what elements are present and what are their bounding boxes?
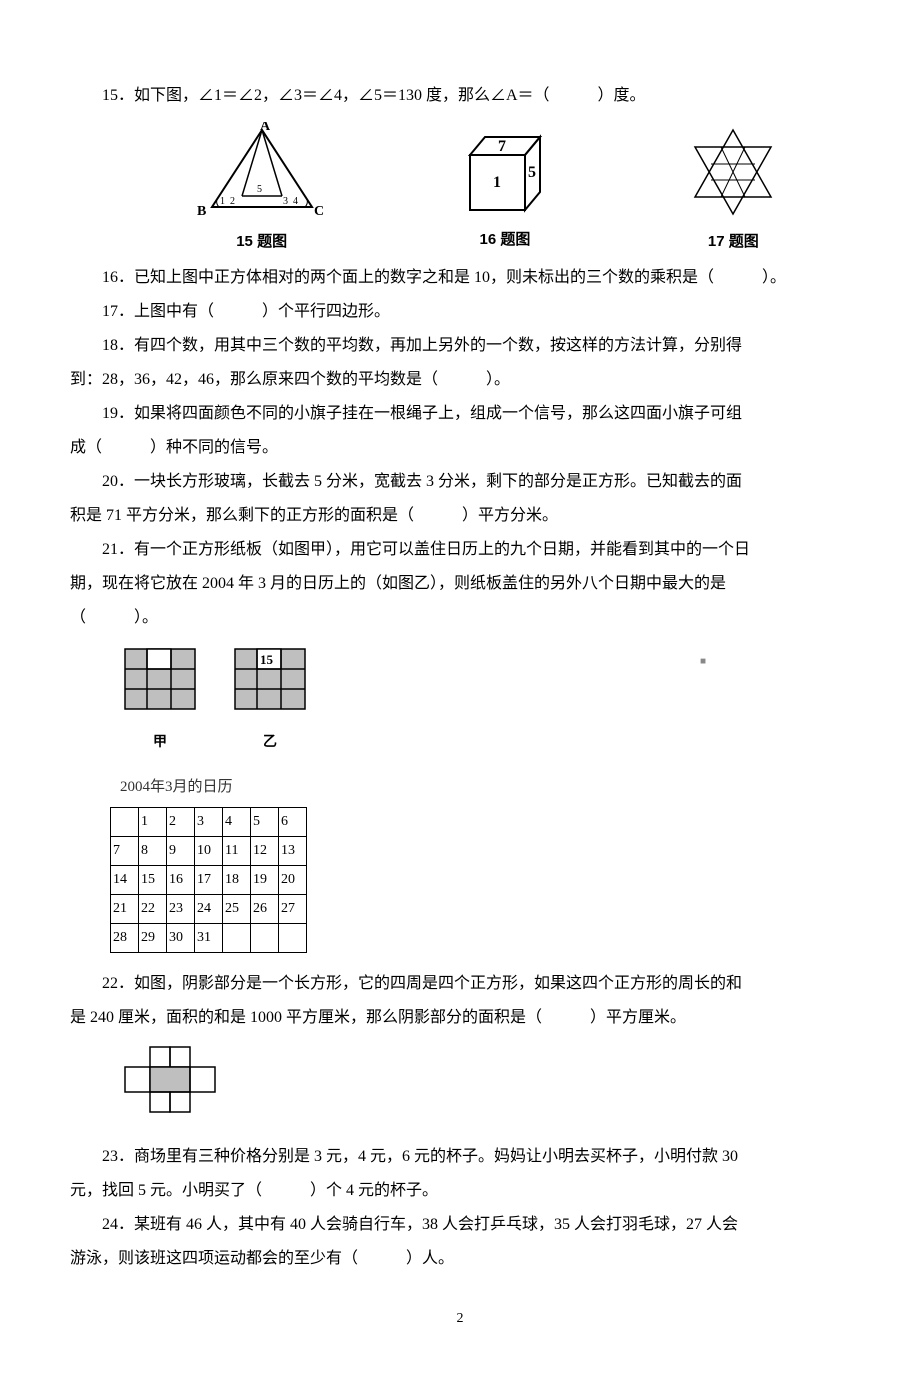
cross-rect-icon bbox=[120, 1044, 220, 1119]
caption-16: 16 题图 bbox=[480, 225, 531, 255]
question-23-l2: 元，找回 5 元。小明买了（ ）个 4 元的杯子。 bbox=[70, 1175, 850, 1207]
question-19-l2: 成（ ）种不同的信号。 bbox=[70, 432, 850, 464]
question-20-l1: 20．一块长方形玻璃，长截去 5 分米，宽截去 3 分米，剩下的部分是正方形。已… bbox=[70, 466, 850, 498]
question-15: 15．如下图，∠1＝∠2，∠3＝∠4，∠5＝130 度，那么∠A＝（ ）度。 bbox=[70, 80, 850, 112]
figures-row: A B C 1 2 5 3 4 15 题图 7 1 5 16 题图 bbox=[70, 122, 850, 257]
table-row: 28293031 bbox=[111, 924, 307, 953]
question-18-l1: 18．有四个数，用其中三个数的平均数，再加上另外的一个数，按这样的方法计算，分别… bbox=[70, 330, 850, 362]
question-20-l2: 积是 71 平方分米，那么剩下的正方形的面积是（ ）平方分米。 bbox=[70, 500, 850, 532]
svg-text:7: 7 bbox=[498, 138, 506, 155]
grid-jia-label: 甲 bbox=[120, 729, 200, 757]
table-row: 14151617181920 bbox=[111, 866, 307, 895]
table-row: 123456 bbox=[111, 808, 307, 837]
svg-text:3: 3 bbox=[283, 196, 288, 207]
q21-grids: 甲 15 乙 ■ bbox=[120, 644, 850, 757]
question-21-l1: 21．有一个正方形纸板（如图甲），用它可以盖住日历上的九个日期，并能看到其中的一… bbox=[70, 534, 850, 566]
grid-jia-icon bbox=[120, 644, 200, 714]
svg-text:1: 1 bbox=[493, 174, 501, 191]
page-number: 2 bbox=[70, 1305, 850, 1333]
figure-15: A B C 1 2 5 3 4 15 题图 bbox=[197, 122, 327, 257]
question-21-l2: 期，现在将它放在 2004 年 3 月的日历上的（如图乙），则纸板盖住的另外八个… bbox=[70, 568, 850, 600]
svg-text:2: 2 bbox=[230, 196, 235, 207]
question-22-l1: 22．如图，阴影部分是一个长方形，它的四周是四个正方形，如果这四个正方形的周长的… bbox=[70, 968, 850, 1000]
calendar-title: 2004年3月的日历 bbox=[120, 772, 850, 802]
svg-text:B: B bbox=[197, 204, 206, 219]
svg-text:1: 1 bbox=[220, 196, 225, 207]
grid-jia: 甲 bbox=[120, 644, 200, 757]
figure-17: 17 题图 bbox=[683, 122, 783, 257]
svg-text:15: 15 bbox=[260, 652, 274, 667]
question-24-l1: 24．某班有 46 人，其中有 40 人会骑自行车，38 人会打乒乓球，35 人… bbox=[70, 1209, 850, 1241]
grid-yi-icon: 15 bbox=[230, 644, 310, 714]
question-22-l2: 是 240 厘米，面积的和是 1000 平方厘米，那么阴影部分的面积是（ ）平方… bbox=[70, 1002, 850, 1034]
caption-15: 15 题图 bbox=[236, 227, 287, 257]
grid-yi: 15 乙 bbox=[230, 644, 310, 757]
grid-yi-label: 乙 bbox=[230, 729, 310, 757]
question-21-l3: （ ）。 bbox=[70, 602, 850, 634]
table-row: 78910111213 bbox=[111, 837, 307, 866]
svg-text:C: C bbox=[314, 204, 324, 219]
svg-text:5: 5 bbox=[257, 184, 262, 195]
question-24-l2: 游泳，则该班这四项运动都会的至少有（ ）人。 bbox=[70, 1243, 850, 1275]
question-16: 16．已知上图中正方体相对的两个面上的数字之和是 10，则未标出的三个数的乘积是… bbox=[70, 262, 850, 294]
calendar-table: 123456 78910111213 14151617181920 212223… bbox=[110, 807, 307, 953]
question-17: 17．上图中有（ ）个平行四边形。 bbox=[70, 296, 850, 328]
cube-icon: 7 1 5 bbox=[460, 125, 550, 220]
marker-dot: ■ bbox=[700, 656, 706, 667]
caption-17: 17 题图 bbox=[708, 227, 759, 257]
figure-16: 7 1 5 16 题图 bbox=[460, 125, 550, 255]
triangle-icon: A B C 1 2 5 3 4 bbox=[197, 122, 327, 222]
question-23-l1: 23．商场里有三种价格分别是 3 元，4 元，6 元的杯子。妈妈让小明去买杯子，… bbox=[70, 1141, 850, 1173]
svg-text:4: 4 bbox=[293, 196, 298, 207]
question-19-l1: 19．如果将四面颜色不同的小旗子挂在一根绳子上，组成一个信号，那么这四面小旗子可… bbox=[70, 398, 850, 430]
figure-22 bbox=[120, 1044, 850, 1131]
svg-text:5: 5 bbox=[528, 164, 536, 181]
question-18-l2: 到：28，36，42，46，那么原来四个数的平均数是（ ）。 bbox=[70, 364, 850, 396]
svg-text:A: A bbox=[260, 122, 271, 134]
table-row: 21222324252627 bbox=[111, 895, 307, 924]
star-hexagon-icon bbox=[683, 122, 783, 222]
